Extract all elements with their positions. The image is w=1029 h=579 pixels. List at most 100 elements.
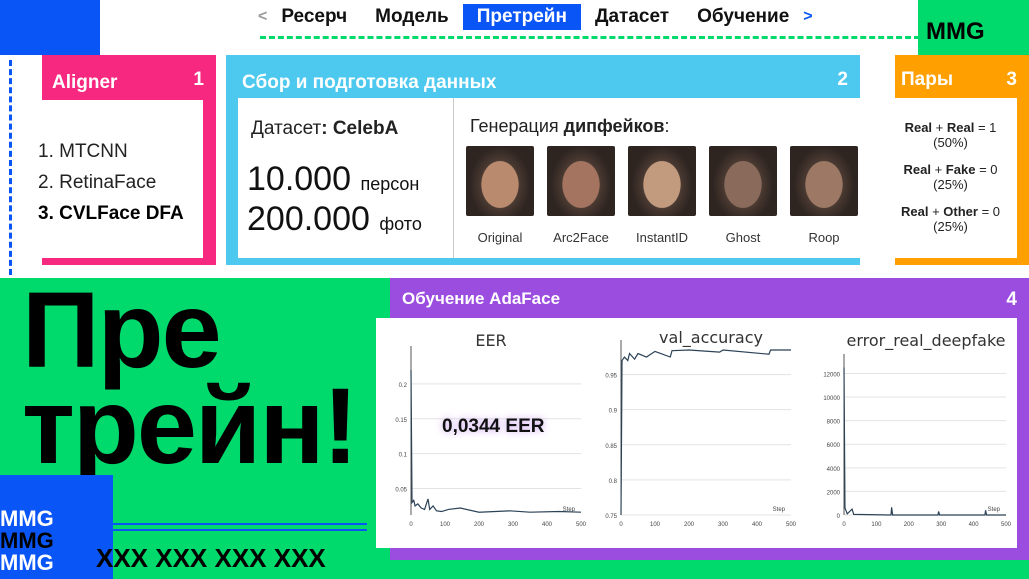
x-tick-label: 400 [969, 522, 980, 528]
training-title: Обучение AdaFace [402, 289, 561, 308]
face-item: Ghost [709, 146, 777, 245]
y-tick-label: 10000 [823, 396, 840, 402]
blue-corner-shape [0, 0, 100, 55]
nav-item-training[interactable]: Обучение [697, 6, 790, 27]
face-item: InstantID [628, 146, 696, 245]
data-content: Датасет: CelebA 10.000 персон 200.000 фо… [238, 98, 872, 258]
y-tick-label: 0.2 [399, 383, 408, 389]
y-tick-label: 8000 [827, 420, 841, 426]
pairs-title: Пары [901, 69, 954, 90]
y-tick-label: 0.95 [605, 374, 617, 380]
pair-row: Real + Other = 0 (25%) [900, 204, 1001, 234]
chart-title: val_accuracy [659, 328, 763, 348]
logo: MMG [0, 550, 54, 575]
big-title: Пре трейн! [22, 269, 359, 486]
face-gallery: Original Arc2Face InstantID Ghost Roop [466, 146, 858, 245]
y-tick-label: 4000 [827, 467, 841, 473]
dataset-label: Датасет: CelebA [251, 118, 399, 139]
data-title: Сбор и подготовка данных [242, 72, 497, 93]
x-tick-label: 200 [474, 522, 485, 528]
chart-2: error_real_deepfake020004000600080001000… [823, 331, 1011, 528]
x-tick-label: 0 [842, 522, 846, 528]
y-tick-label: 0.9 [609, 409, 618, 415]
face-image [628, 146, 696, 216]
nav-item-pretrain[interactable]: Претрейн [462, 4, 581, 30]
series-line [410, 369, 582, 513]
dash-line-decoration [9, 60, 12, 275]
y-tick-label: 0.1 [399, 453, 408, 459]
prev-arrow-icon[interactable]: < [258, 8, 268, 25]
face-image [547, 146, 615, 216]
top-navigation: < Ресерч Модель Претрейн Датасет Обучени… [258, 4, 813, 30]
x-axis-label: Step [563, 507, 576, 513]
x-tick-label: 0 [619, 522, 623, 528]
next-arrow-icon[interactable]: > [803, 8, 813, 25]
x-axis-label: Step [773, 507, 786, 513]
y-tick-label: 12000 [823, 372, 840, 378]
face-caption: Original [477, 230, 523, 245]
nav-item-research[interactable]: Ресерч [281, 6, 348, 27]
face-caption: Arc2Face [553, 230, 609, 245]
y-tick-label: 0.05 [395, 488, 407, 494]
chart-0: EER 0.05 0.1 0.15 0.2 0 100 200 300 400 500 Step [395, 331, 586, 528]
chart-title: EER [475, 331, 506, 350]
face-item: Roop [790, 146, 858, 245]
face-caption: Ghost [725, 230, 761, 245]
face-image [709, 146, 777, 216]
series-line [843, 367, 1006, 516]
x-tick-label: 200 [904, 522, 915, 528]
double-line-decoration [113, 523, 367, 531]
x-tick-label: 500 [576, 522, 587, 528]
x-tick-label: 100 [440, 522, 451, 528]
x-tick-label: 300 [718, 522, 729, 528]
x-tick-label: 100 [871, 522, 882, 528]
y-tick-label: 0.8 [609, 479, 618, 485]
divider [453, 98, 454, 258]
persons-count: 10.000 персон [247, 160, 420, 198]
card-number: 4 [1006, 289, 1017, 310]
x-tick-label: 200 [684, 522, 695, 528]
x-tick-label: 300 [936, 522, 947, 528]
y-tick-label: 0.85 [605, 444, 617, 450]
x-axis-label: Step [988, 507, 1001, 513]
aligner-item: 3. CVLFace DFA [38, 203, 184, 224]
chart-1: val_accuracy 0.75 0.8 0.85 0.9 0.95 0 100 200 300… [605, 328, 796, 528]
aligner-list: 1. MTCNN 2. RetinaFace 3. CVLFace DFA [28, 100, 203, 258]
face-item: Arc2Face [547, 146, 615, 245]
card-number: 3 [1006, 69, 1017, 90]
x-tick-label: 500 [1001, 522, 1012, 528]
bottom-logo-block: MMG MMG MMG [0, 475, 113, 579]
nav-item-model[interactable]: Модель [375, 6, 449, 27]
series-line [620, 349, 791, 516]
x-tick-label: 300 [508, 522, 519, 528]
face-caption: Roop [808, 230, 840, 245]
logo: MMG [926, 18, 985, 45]
logo: MMG [0, 528, 54, 553]
aligner-title: Aligner [52, 72, 118, 93]
nav-item-dataset[interactable]: Датасет [594, 6, 670, 27]
face-item: Original [466, 146, 534, 245]
face-image [790, 146, 858, 216]
logo: MMG [0, 506, 54, 531]
x-tick-label: 100 [650, 522, 661, 528]
logo-block: MMG [918, 0, 1029, 55]
aligner-item: 2. RetinaFace [38, 172, 157, 193]
y-tick-label: 0 [837, 514, 841, 520]
generation-label: Генерация дипфейков: [470, 116, 670, 136]
photos-count: 200.000 фото [247, 200, 422, 238]
pair-row: Real + Real = 1 (50%) [904, 120, 997, 150]
card-number: 1 [193, 69, 204, 90]
x-tick-label: 0 [409, 522, 413, 528]
x-tick-label: 400 [752, 522, 763, 528]
nav-underline-decoration [260, 36, 920, 39]
y-tick-label: 0.75 [605, 514, 617, 520]
y-tick-label: 0.15 [395, 418, 407, 424]
xxx-decoration: XXX XXX XXX XXX [96, 543, 326, 573]
x-tick-label: 500 [786, 522, 797, 528]
charts-panel: EER 0.05 0.1 0.15 0.2 0 100 200 300 400 500 Step val… [376, 318, 1017, 548]
y-tick-label: 2000 [827, 490, 841, 496]
aligner-item: 1. MTCNN [38, 141, 128, 162]
pair-row: Real + Fake = 0 (25%) [903, 162, 998, 192]
eer-badge: 0,0344 EER [442, 416, 545, 437]
face-caption: InstantID [635, 230, 689, 245]
